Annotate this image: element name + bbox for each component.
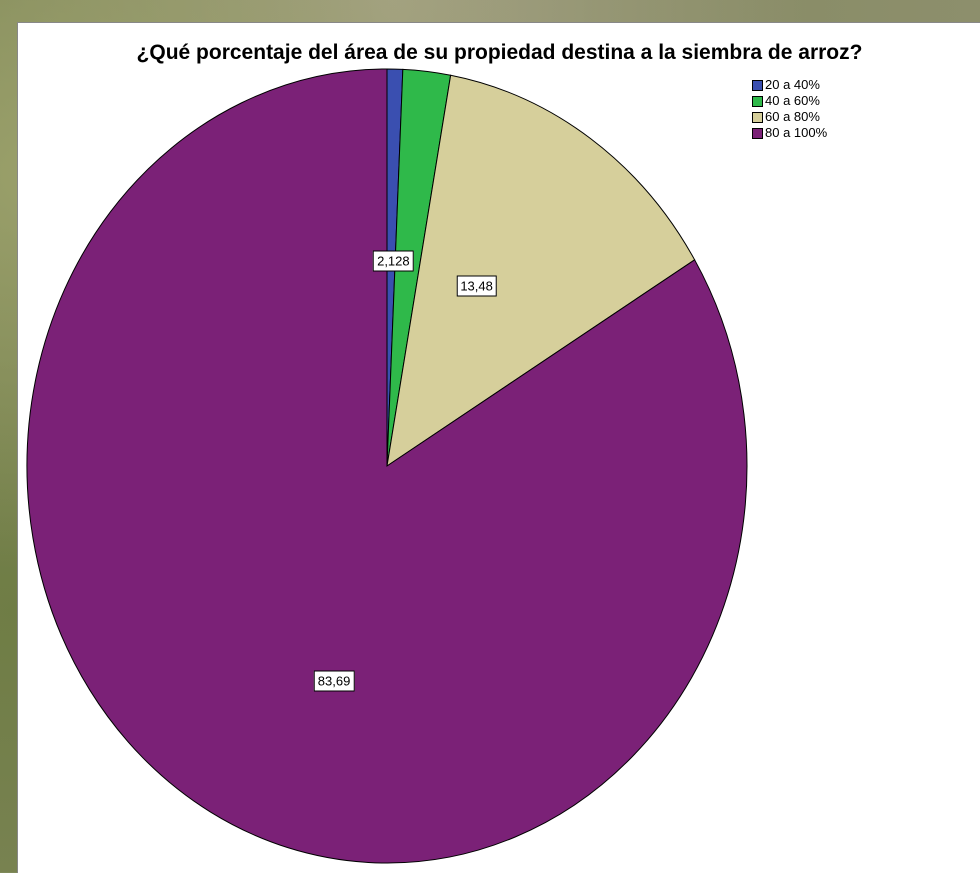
data-label-4: 83,69 <box>313 670 355 692</box>
legend-swatch <box>752 79 763 91</box>
legend-swatch <box>752 111 763 123</box>
legend-swatch <box>752 95 763 107</box>
legend-label: 20 a 40% <box>765 77 820 92</box>
legend-label: 80 a 100% <box>765 125 828 140</box>
pie-slice-4 <box>26 68 748 864</box>
data-label-3: 13,48 <box>456 275 497 297</box>
legend-label: 60 a 80% <box>765 109 820 124</box>
legend-item: 80 a 100% <box>752 125 827 141</box>
legend-item: 60 a 80% <box>752 109 827 125</box>
legend-item: 20 a 40% <box>752 77 827 93</box>
chart-title: ¿Qué porcentaje del área de su propiedad… <box>136 41 863 64</box>
chart-panel: ¿Qué porcentaje del área de su propiedad… <box>17 22 980 873</box>
legend-swatch <box>752 127 763 139</box>
data-label-2: 2,128 <box>373 250 414 272</box>
legend-item: 40 a 60% <box>752 93 827 109</box>
legend: 20 a 40% 40 a 60% 60 a 80% 80 a 100% <box>752 77 827 141</box>
legend-label: 40 a 60% <box>765 93 820 108</box>
pie-slice-3 <box>386 74 696 468</box>
pie-chart <box>26 68 748 864</box>
